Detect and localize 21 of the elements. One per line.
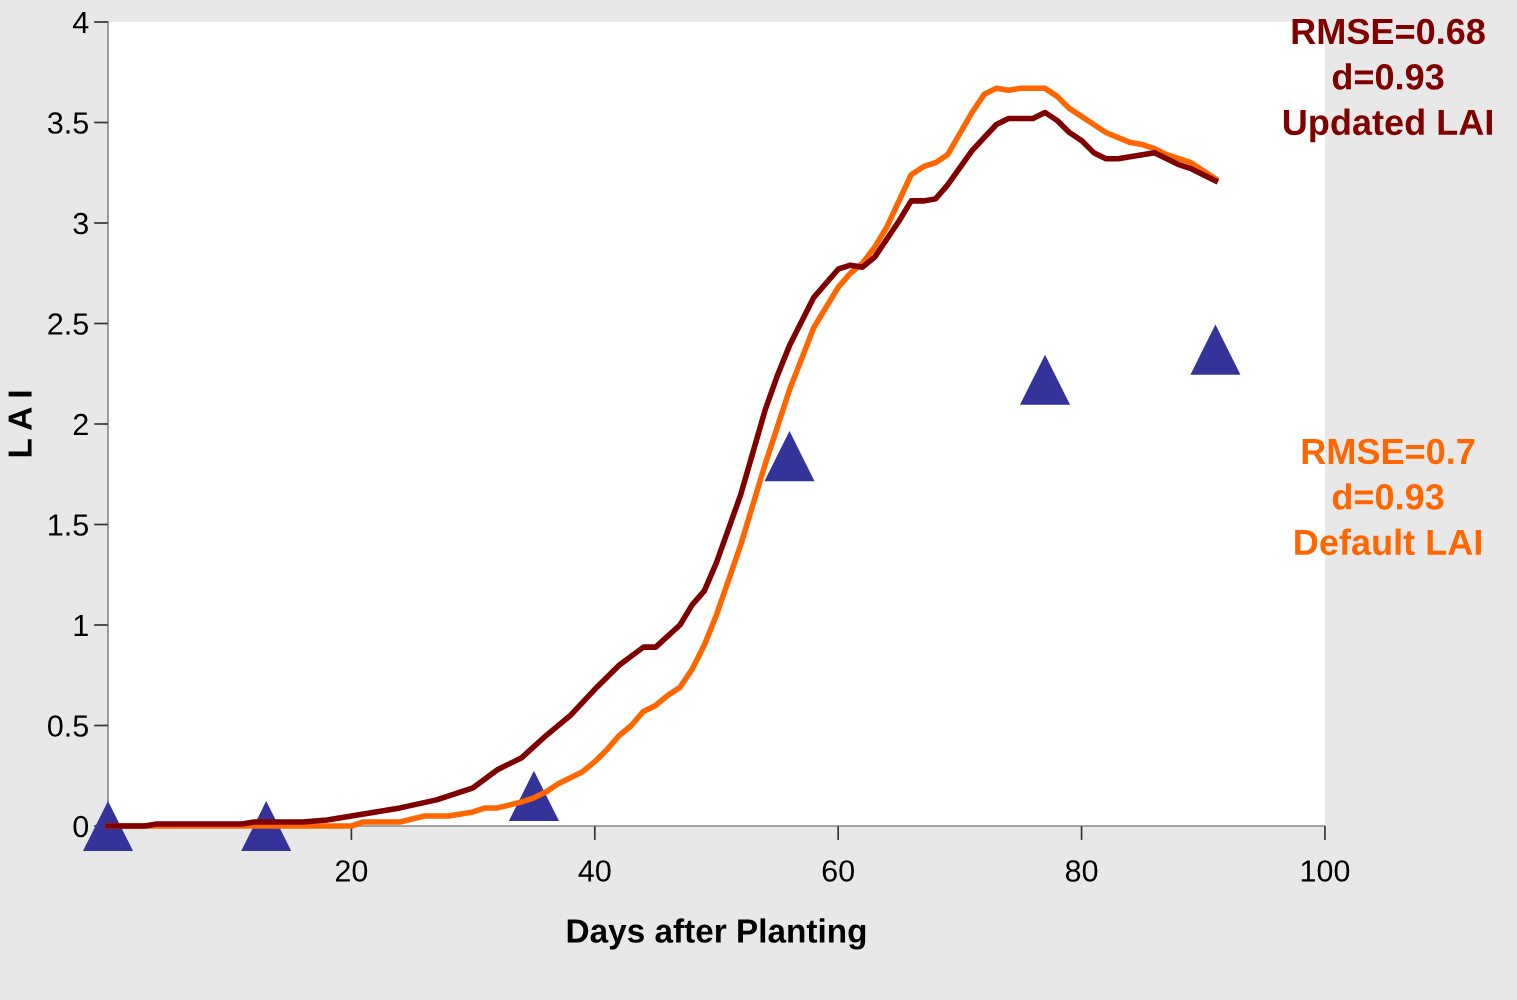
- y-tick-label: 2.5: [48, 313, 88, 335]
- point: [1020, 354, 1071, 405]
- y-tick-label: 3: [73, 212, 88, 235]
- y-tick-label: 1.5: [49, 514, 88, 536]
- point: [764, 431, 815, 482]
- y-tick-label: 2: [73, 413, 88, 436]
- x-tick-label: 60: [822, 860, 854, 882]
- y-tick-label: 0.5: [47, 715, 88, 737]
- x-axis-title: Days after Planting: [567, 918, 866, 950]
- x-tick-label: 40: [578, 860, 611, 882]
- x-tick-label: 20: [335, 860, 368, 882]
- y-tick-label: 4: [72, 12, 89, 34]
- x-tick-label: 100: [1301, 860, 1350, 882]
- y-tick-label: 3.5: [47, 112, 88, 134]
- annotation: RMSE=0.68 d=0.93 Updated LAI: [1283, 18, 1492, 143]
- point: [1190, 324, 1241, 375]
- annotation: RMSE=0.7 d=0.93 Default LAI: [1295, 438, 1481, 556]
- y-tick-label: 0: [73, 815, 89, 838]
- y-tick-label: 1: [74, 615, 88, 637]
- y-axis-title: L A I: [8, 391, 32, 457]
- x-tick-label: 80: [1065, 860, 1098, 882]
